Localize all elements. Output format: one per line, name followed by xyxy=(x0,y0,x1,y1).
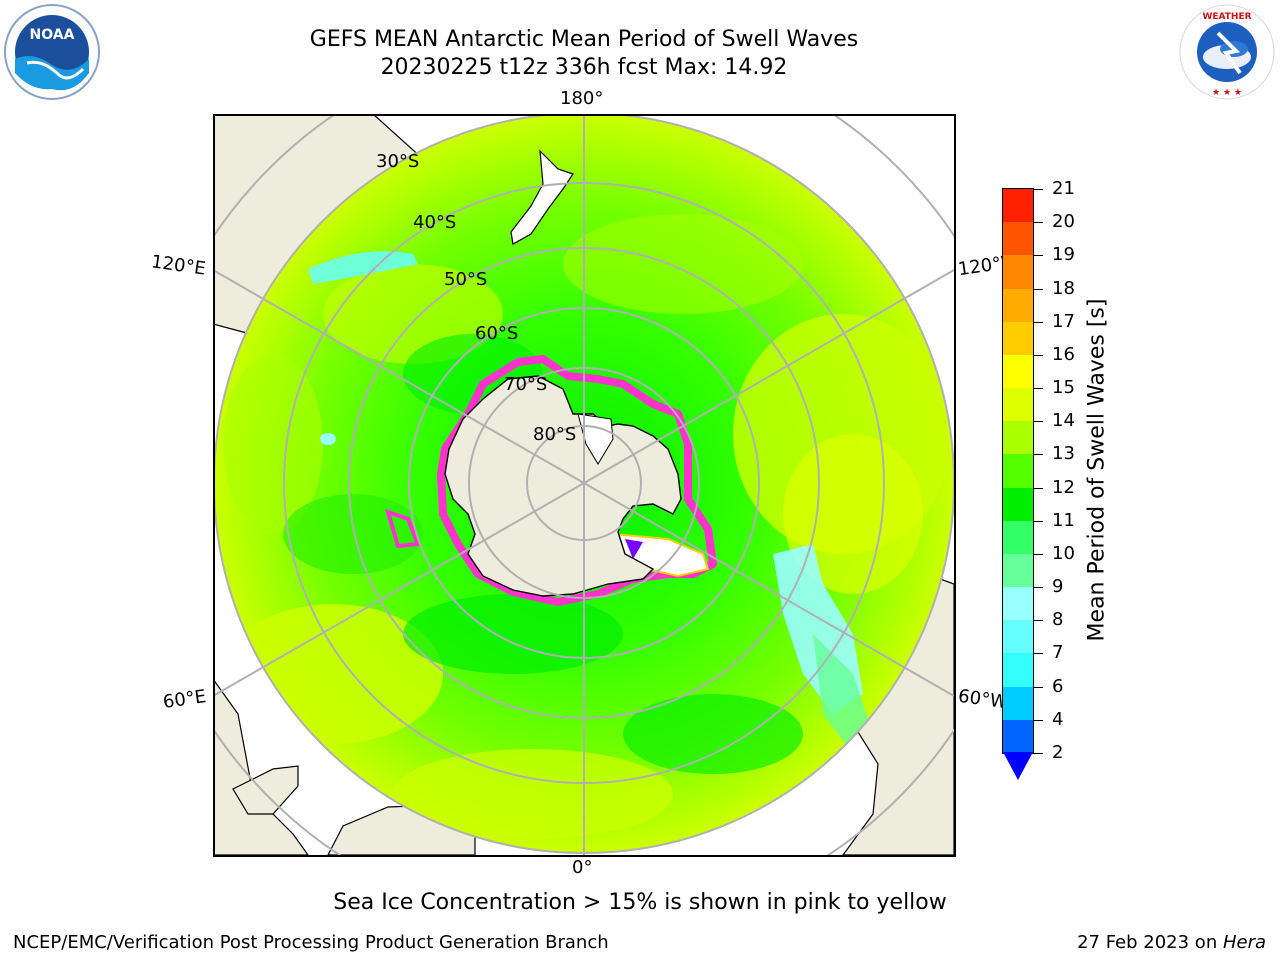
colorbar-tick-label: 20 xyxy=(1052,211,1075,233)
colorbar-tick xyxy=(1033,653,1043,655)
svg-text:★ ★ ★: ★ ★ ★ xyxy=(1212,88,1242,98)
colorbar-segment xyxy=(1003,255,1033,289)
antarctica-landmass xyxy=(444,375,682,597)
colorbar-segment xyxy=(1003,686,1033,720)
lon-label-60e: 60°E xyxy=(161,686,208,713)
colorbar-segment xyxy=(1003,189,1033,223)
graticule xyxy=(213,114,954,855)
footer-date-text: 27 Feb 2023 on xyxy=(1077,932,1223,953)
colorbar-tick-label: 14 xyxy=(1052,410,1075,432)
colorbar-tick-label: 9 xyxy=(1052,576,1064,598)
footer-machine: Hera xyxy=(1222,932,1266,953)
lon-label-180: 180° xyxy=(560,88,604,109)
colorbar-tick xyxy=(1033,719,1043,721)
colorbar-tick xyxy=(1033,255,1043,257)
colorbar-segment xyxy=(1003,520,1033,554)
lat-label-50s: 50°S xyxy=(444,269,488,290)
colorbar-tick-label: 7 xyxy=(1052,642,1064,664)
colorbar-tick-label: 2 xyxy=(1052,742,1064,763)
lon-label-120e: 120°E xyxy=(149,251,207,280)
colorbar-tick-label: 11 xyxy=(1052,509,1075,531)
colorbar-segment xyxy=(1003,487,1033,521)
colorbar-tick-label: 8 xyxy=(1052,609,1064,631)
colorbar-tick xyxy=(1033,587,1043,589)
chart-subtitle: 20230225 t12z 336h fcst Max: 14.92 xyxy=(380,55,788,80)
colorbar-tick xyxy=(1033,321,1043,323)
colorbar-segment xyxy=(1003,388,1033,422)
colorbar-tick-label: 10 xyxy=(1052,542,1075,564)
colorbar-tick-label: 21 xyxy=(1052,178,1075,199)
colorbar-tick xyxy=(1033,454,1043,456)
colorbar-segment xyxy=(1003,288,1033,322)
colorbar-tick-label: 16 xyxy=(1052,343,1075,365)
chart-title: GEFS MEAN Antarctic Mean Period of Swell… xyxy=(309,27,859,52)
colorbar-segment xyxy=(1003,719,1033,753)
lat-label-30s: 30°S xyxy=(376,151,420,172)
colorbar-tick xyxy=(1033,553,1043,555)
sea-ice-note: Sea Ice Concentration > 15% is shown in … xyxy=(0,890,1280,915)
colorbar-segment xyxy=(1003,454,1033,488)
lat-label-40s: 40°S xyxy=(413,212,457,233)
colorbar-tick xyxy=(1033,620,1043,622)
nws-logo: WEATHER ★ ★ ★ xyxy=(1178,3,1276,101)
lat-label-80s: 80°S xyxy=(533,424,577,445)
colorbar-under-arrow xyxy=(1003,752,1033,780)
colorbar-tick xyxy=(1033,487,1043,489)
colorbar-tick xyxy=(1033,354,1043,356)
footer-credit: NCEP/EMC/Verification Post Processing Pr… xyxy=(13,932,609,953)
colorbar-segment xyxy=(1003,354,1033,389)
svg-text:NOAA: NOAA xyxy=(30,27,75,43)
colorbar-segment xyxy=(1003,587,1033,621)
colorbar-segment xyxy=(1003,653,1033,687)
colorbar-segment xyxy=(1003,421,1033,455)
svg-text:WEATHER: WEATHER xyxy=(1202,12,1251,22)
footer-date: 27 Feb 2023 on Hera xyxy=(1077,932,1266,953)
colorbar-tick-label: 4 xyxy=(1052,708,1064,730)
colorbar-segment xyxy=(1003,620,1033,654)
colorbar-tick-label: 15 xyxy=(1052,377,1075,399)
colorbar-tick-label: 17 xyxy=(1052,310,1075,332)
colorbar-tick xyxy=(1033,222,1043,224)
colorbar xyxy=(1002,188,1034,754)
colorbar-segment xyxy=(1003,222,1033,256)
lat-label-70s: 70°S xyxy=(504,374,548,395)
colorbar-segment xyxy=(1003,553,1033,588)
colorbar-tick xyxy=(1033,753,1043,754)
colorbar-label: Mean Period of Swell Waves [s] xyxy=(1084,298,1110,642)
colorbar-tick-label: 13 xyxy=(1052,443,1075,465)
colorbar-tick-label: 19 xyxy=(1052,244,1075,266)
colorbar-tick xyxy=(1033,388,1043,390)
noaa-logo: NOAA xyxy=(3,3,101,101)
colorbar-tick xyxy=(1033,189,1043,190)
colorbar-tick xyxy=(1033,421,1043,423)
lon-label-0: 0° xyxy=(572,857,593,878)
lat-label-60s: 60°S xyxy=(475,323,519,344)
colorbar-tick xyxy=(1033,288,1043,290)
polar-map xyxy=(213,114,954,855)
colorbar-tick xyxy=(1033,520,1043,522)
colorbar-tick-label: 18 xyxy=(1052,277,1075,299)
sea-ice-note-text: Sea Ice Concentration > 15% is shown in … xyxy=(333,890,947,915)
colorbar-tick-label: 6 xyxy=(1052,675,1064,697)
colorbar-segment xyxy=(1003,321,1033,355)
colorbar-tick-label: 12 xyxy=(1052,476,1075,498)
colorbar-tick xyxy=(1033,686,1043,688)
